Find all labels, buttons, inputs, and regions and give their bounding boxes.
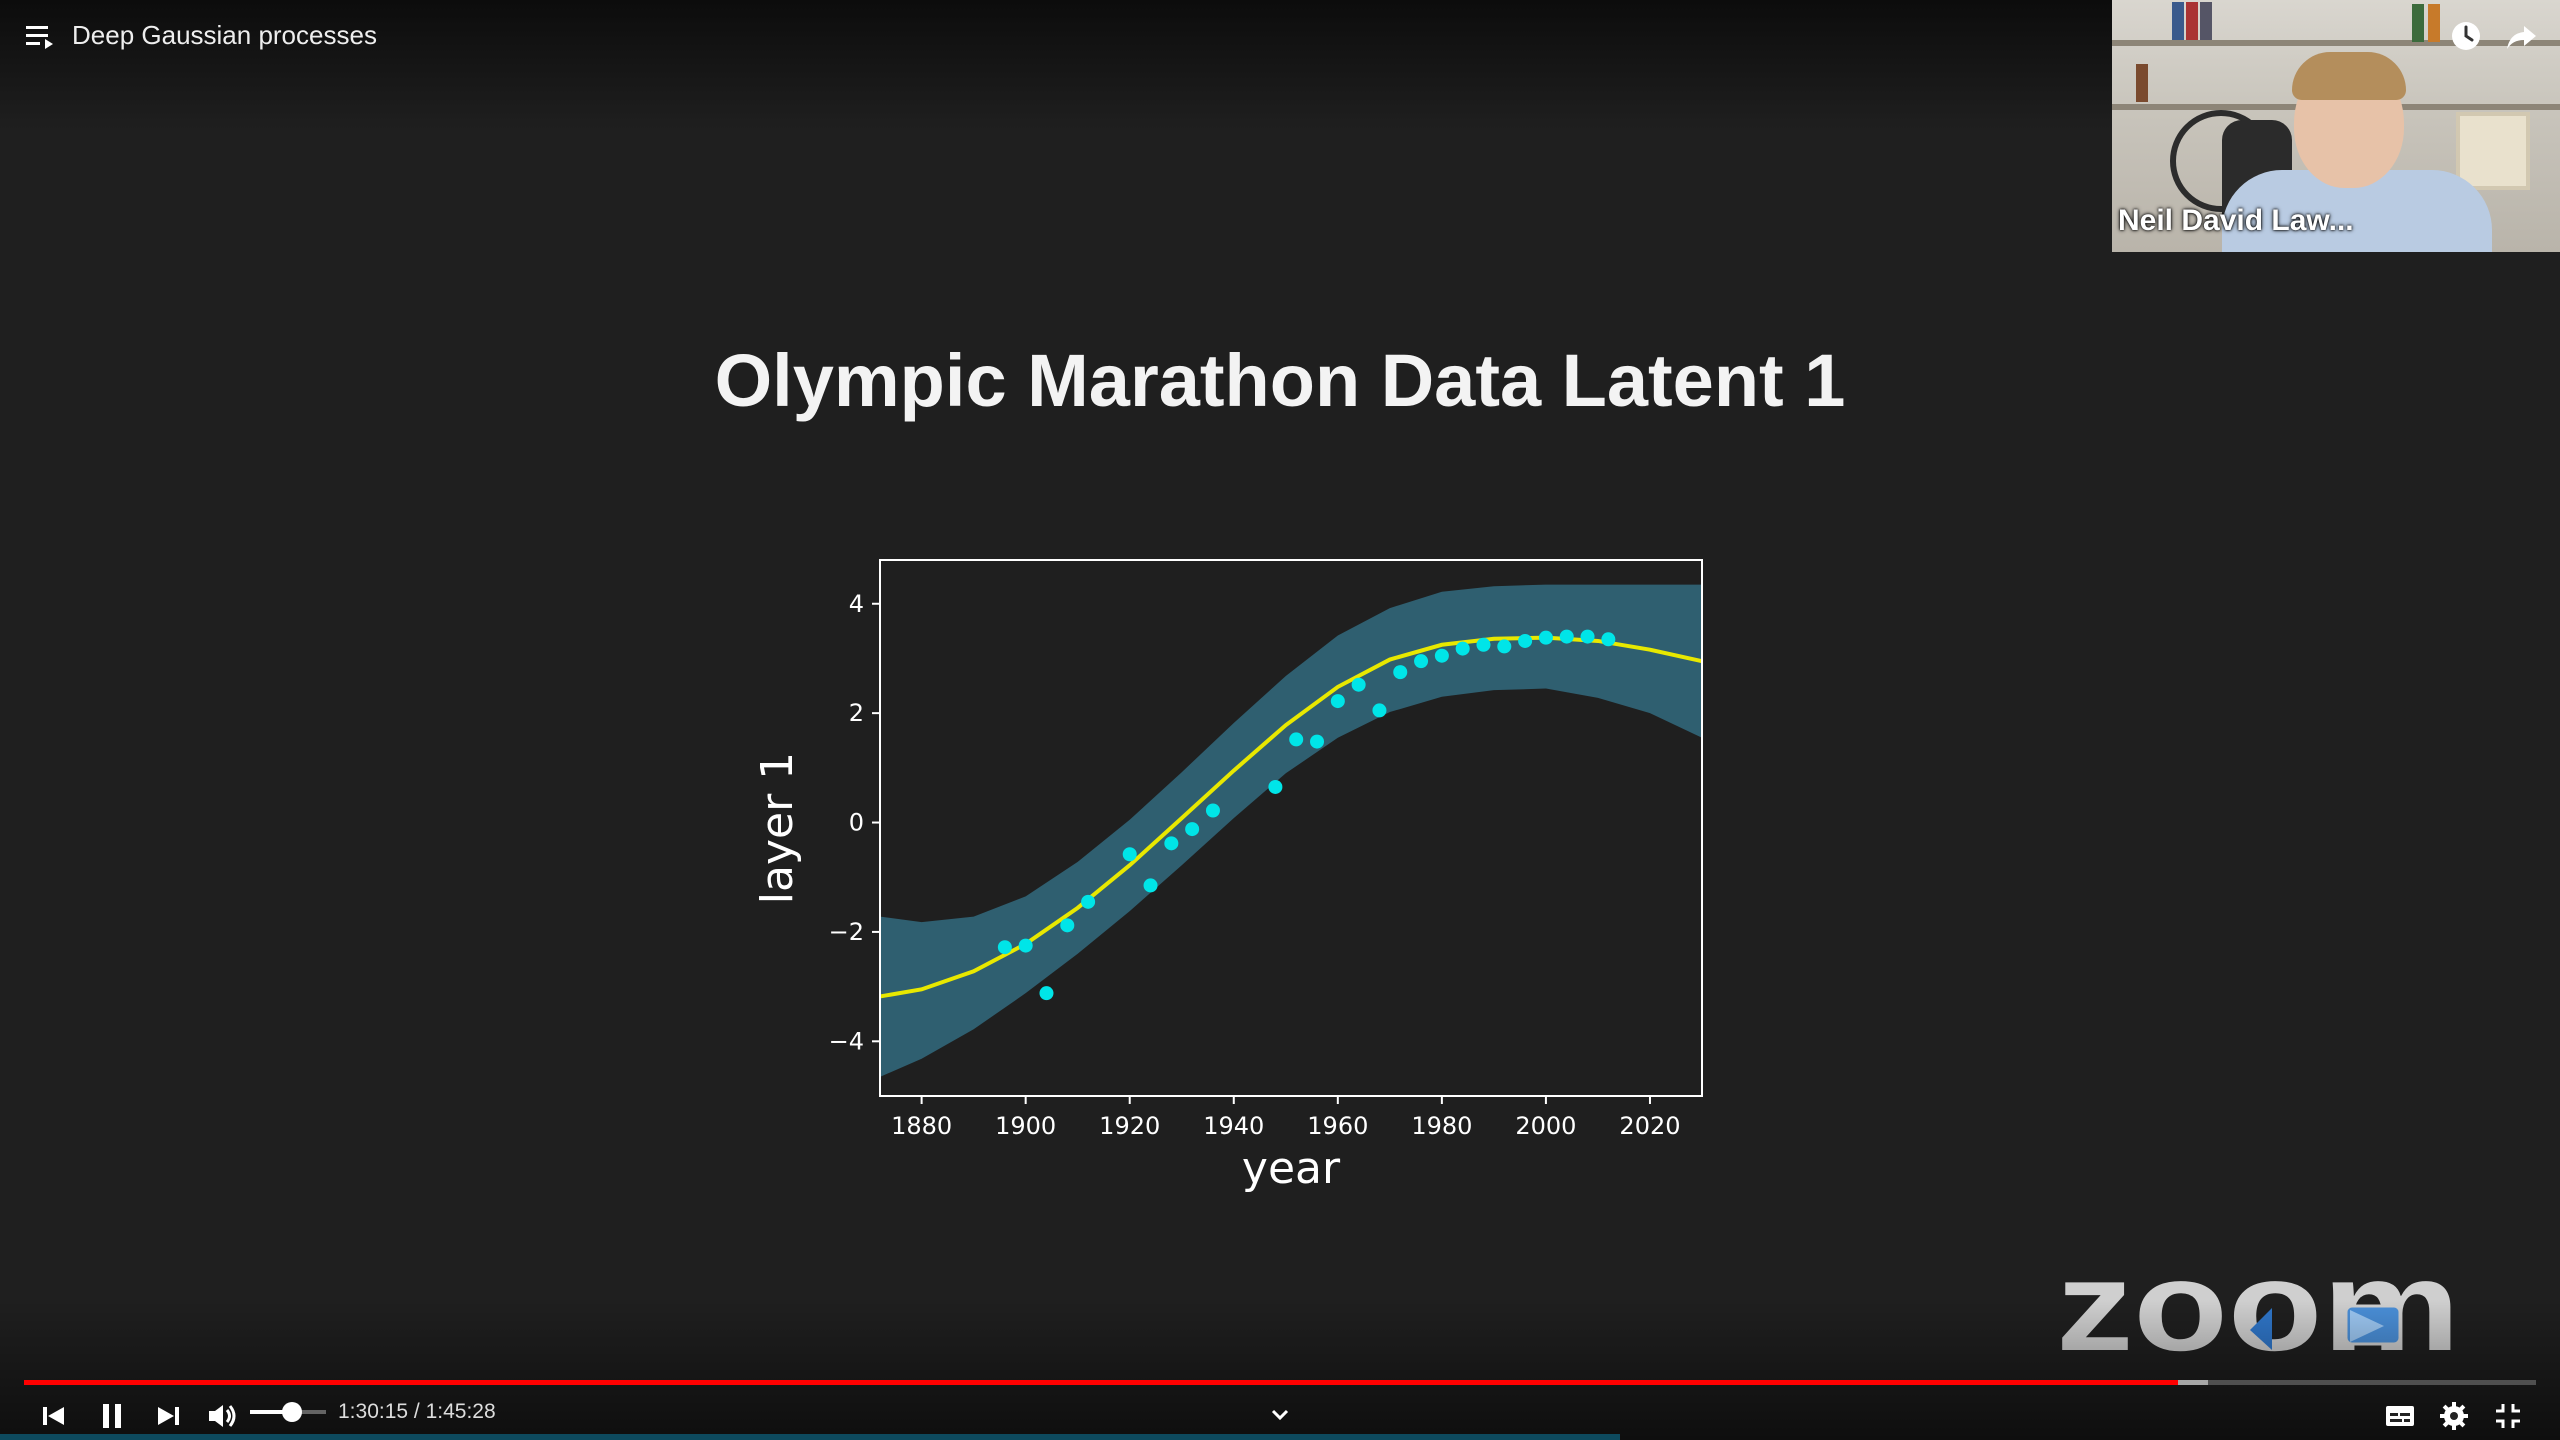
confidence-band (880, 584, 1702, 1077)
data-point (1268, 779, 1283, 794)
data-point (1330, 694, 1345, 709)
pause-icon[interactable] (92, 1396, 132, 1436)
chart-points (997, 629, 1616, 1001)
progress-bar[interactable] (24, 1380, 2536, 1385)
data-point (1372, 703, 1387, 718)
playlist-icon[interactable] (26, 24, 58, 50)
y-tick-label: −2 (829, 918, 864, 946)
clock-icon[interactable] (2448, 18, 2484, 54)
data-point (1393, 665, 1408, 680)
skip-previous-icon[interactable] (34, 1396, 74, 1436)
plot-frame (879, 559, 1703, 1097)
data-point (1518, 633, 1533, 648)
data-point (997, 940, 1012, 955)
book (2428, 4, 2440, 42)
book (2412, 4, 2424, 42)
chart-x-axis-label: year (1242, 1143, 1341, 1194)
x-tick-label: 2000 (1515, 1112, 1576, 1140)
data-point (1081, 894, 1096, 909)
x-tick-label: 1960 (1307, 1112, 1368, 1140)
bottom-strip (0, 1434, 1620, 1440)
data-point (1289, 732, 1304, 747)
volume-level (250, 1410, 292, 1414)
data-point (1476, 637, 1491, 652)
data-point (1310, 734, 1325, 749)
data-point (1455, 641, 1470, 656)
x-tick-label: 1920 (1099, 1112, 1160, 1140)
skip-next-icon[interactable] (148, 1396, 188, 1436)
shelf (2112, 40, 2560, 46)
vintage-computer (2456, 112, 2530, 190)
data-point (1580, 629, 1595, 644)
data-point (1122, 847, 1137, 862)
x-tick-label: 1880 (891, 1112, 952, 1140)
time-separator: / (408, 1400, 426, 1423)
book (2136, 64, 2148, 102)
x-tick-label: 1940 (1203, 1112, 1264, 1140)
x-tick-label: 1900 (995, 1112, 1056, 1140)
data-point (1351, 677, 1366, 692)
speaker-name: Neil David Law... (2118, 204, 2354, 237)
share-icon[interactable] (2504, 18, 2540, 54)
y-tick-label: 0 (849, 809, 864, 837)
volume-icon[interactable] (202, 1396, 242, 1436)
chart-frame (879, 559, 1703, 1097)
speaker-video-thumbnail: Neil David Law... (2112, 0, 2560, 252)
data-point (1414, 654, 1429, 669)
chart-x-ticks: 1880 1900 1920 1940 1960 1980 2000 2020 (891, 1096, 1681, 1140)
gear-icon[interactable] (2434, 1396, 2474, 1436)
data-point (1205, 803, 1220, 818)
volume-knob[interactable] (281, 1402, 302, 1422)
data-point (1164, 836, 1179, 851)
data-point (1601, 632, 1616, 647)
book (2186, 2, 2198, 40)
slide-title: Olympic Marathon Data Latent 1 (714, 339, 1846, 422)
data-point (1143, 878, 1158, 893)
data-point (1538, 630, 1553, 645)
chart-y-ticks: 4 2 0 −2 −4 (829, 590, 880, 1055)
chevron-down-icon[interactable] (1260, 1396, 1300, 1436)
chart-y-axis-label: layer 1 (752, 752, 803, 904)
data-point (1060, 918, 1075, 933)
book (2200, 2, 2212, 40)
x-tick-label: 1980 (1411, 1112, 1472, 1140)
latent-chart: 1880 1900 1920 1940 1960 1980 2000 2020 4 2 0 −2 −4… (752, 559, 1703, 1194)
duration: 1:45:28 (425, 1400, 496, 1423)
volume-slider[interactable] (250, 1402, 326, 1422)
data-point (1185, 822, 1200, 837)
video-title[interactable]: Deep Gaussian processes (72, 20, 377, 50)
y-tick-label: 2 (849, 699, 864, 727)
data-point (1018, 938, 1033, 953)
speaker-hair (2292, 52, 2406, 100)
book (2172, 2, 2184, 40)
current-time: 1:30:15 (338, 1400, 409, 1423)
chart-confidence-band (880, 584, 1702, 1077)
x-tick-label: 2020 (1619, 1112, 1680, 1140)
time-display: 1:30:15 / 1:45:28 (338, 1400, 496, 1424)
data-point (1559, 629, 1574, 644)
data-point (1039, 986, 1054, 1001)
data-point (1497, 639, 1512, 654)
fullscreen-exit-icon[interactable] (2488, 1396, 2528, 1436)
data-point (1434, 648, 1449, 663)
subtitles-icon[interactable] (2380, 1396, 2420, 1436)
y-tick-label: 4 (849, 590, 864, 618)
progress-played (24, 1380, 2179, 1385)
y-tick-label: −4 (829, 1027, 864, 1055)
